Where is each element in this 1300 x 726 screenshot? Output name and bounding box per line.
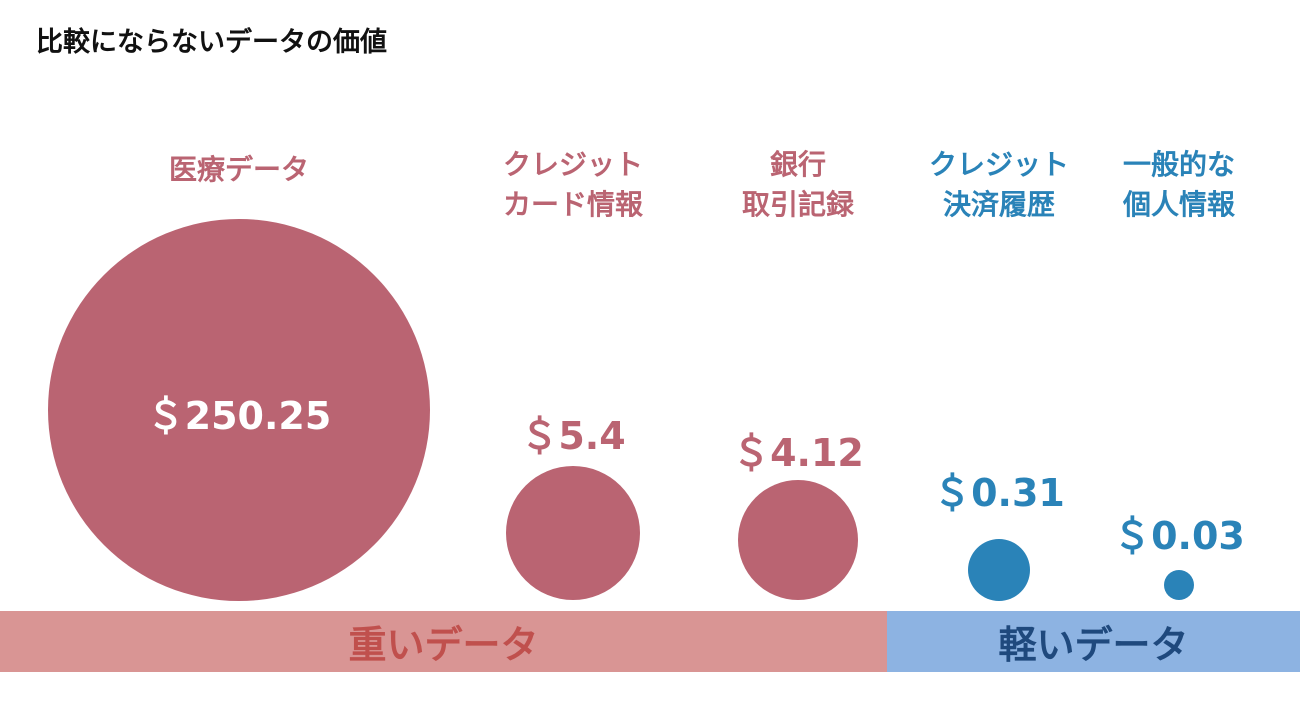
bubble-label: クレジット 決済履歴 xyxy=(928,148,1069,221)
bubble xyxy=(506,466,640,600)
bubble-label: クレジット カード情報 xyxy=(502,148,643,221)
bubble xyxy=(1164,570,1194,600)
heavy-data-band: 重いデータ xyxy=(0,611,887,672)
bubble xyxy=(48,219,430,601)
bubble xyxy=(738,480,858,600)
bubble xyxy=(968,539,1030,601)
value-label: ＄0.03 xyxy=(1113,514,1245,558)
value-label: ＄250.25 xyxy=(146,394,332,438)
bubble-label: 医療データ xyxy=(168,153,309,186)
light-data-band: 軽いデータ xyxy=(887,611,1300,672)
chart-title: 比較にならないデータの価値 xyxy=(36,27,387,58)
bubble-label: 銀行 取引記録 xyxy=(741,148,854,221)
value-label: ＄4.12 xyxy=(732,431,864,475)
value-label: ＄0.31 xyxy=(933,471,1065,515)
bubble-label: 一般的な 個人情報 xyxy=(1122,148,1235,221)
value-label: ＄5.4 xyxy=(520,414,626,458)
